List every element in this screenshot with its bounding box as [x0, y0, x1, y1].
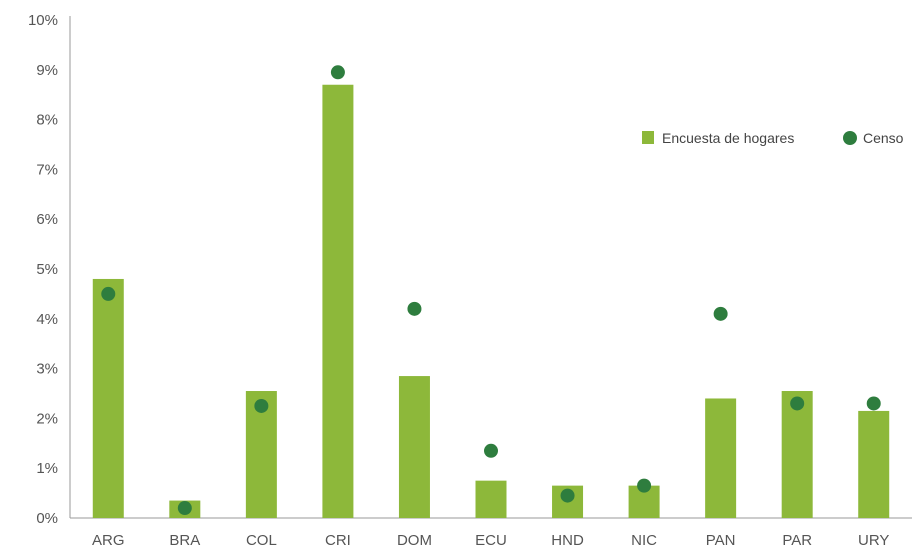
y-tick-label: 5% — [36, 261, 58, 278]
y-tick-label: 1% — [36, 460, 58, 477]
x-tick-labels: ARG BRA COL CRI DOM ECU HND NIC PAN PAR URY — [92, 532, 889, 548]
bar — [858, 410, 890, 518]
y-tick-label: 8% — [36, 112, 58, 129]
legend-label-dot: Censo — [863, 130, 904, 146]
y-tick-label: 7% — [36, 161, 58, 178]
y-tick-label: 6% — [36, 211, 58, 228]
y-tick-label: 3% — [36, 361, 58, 378]
bar — [705, 398, 737, 518]
legend: Encuesta de hogares Censo — [642, 130, 904, 146]
x-tick-label: PAN — [706, 532, 736, 548]
dot-point — [637, 478, 652, 493]
dot-point — [560, 488, 575, 503]
x-tick-label: PAR — [782, 532, 812, 548]
y-tick-labels: 0% 1% 2% 3% 4% 5% 6% 7% 8% 9% 10% — [28, 12, 58, 527]
y-tick-label: 0% — [36, 510, 58, 527]
legend-label-bar: Encuesta de hogares — [662, 130, 794, 146]
y-tick-label: 9% — [36, 62, 58, 79]
legend-swatch-dot — [843, 131, 857, 145]
x-tick-label: NIC — [631, 532, 657, 548]
bar — [398, 376, 430, 518]
x-tick-label: DOM — [397, 532, 432, 548]
y-tick-label: 2% — [36, 410, 58, 427]
dot-point — [713, 306, 728, 321]
bar — [781, 391, 813, 518]
dot-point — [101, 286, 116, 301]
x-tick-label: CRI — [325, 532, 351, 548]
dot-point — [254, 398, 269, 413]
x-tick-label: ARG — [92, 532, 125, 548]
legend-swatch-bar — [642, 131, 654, 144]
x-tick-label: ECU — [475, 532, 507, 548]
x-tick-label: COL — [246, 532, 277, 548]
bar — [322, 84, 354, 519]
dot-point — [177, 501, 192, 516]
dot-point — [407, 301, 422, 316]
bar — [475, 480, 507, 518]
dot-point — [790, 396, 805, 411]
y-tick-label: 4% — [36, 311, 58, 328]
dot-point — [866, 396, 881, 411]
dot-point — [330, 65, 345, 80]
x-tick-label: URY — [858, 532, 889, 548]
y-tick-label: 10% — [28, 12, 58, 29]
x-tick-label: HND — [551, 532, 584, 548]
dot-point — [484, 443, 498, 458]
x-tick-label: BRA — [169, 532, 200, 548]
dot-series — [101, 65, 881, 516]
bar — [92, 278, 124, 518]
